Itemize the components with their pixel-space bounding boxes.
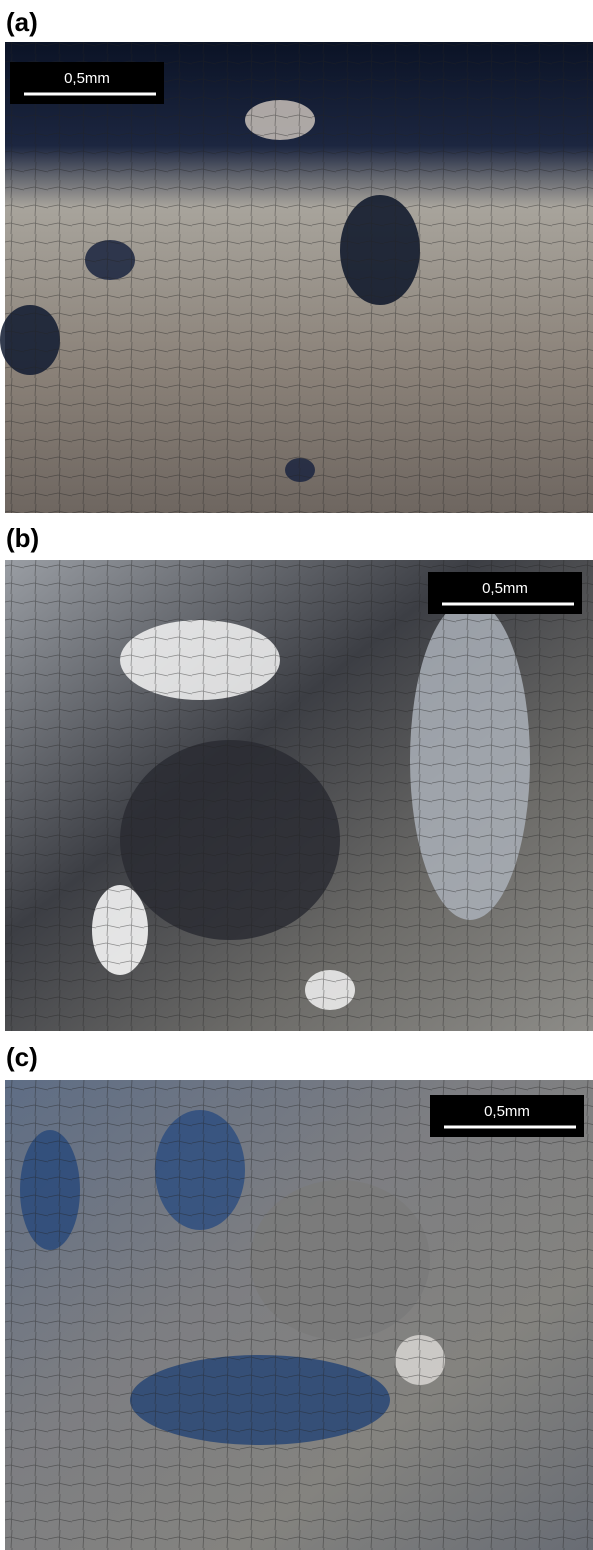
figure: (a) 0,5mm (b) 0,5mm (c) 0,5mm: [0, 0, 593, 1550]
crack-texture: [5, 560, 593, 1031]
panel-label: (c): [6, 1042, 38, 1072]
scale-bar-label: 0,5mm: [484, 1103, 530, 1120]
panel-label: (b): [6, 523, 39, 553]
scale-bar-label: 0,5mm: [64, 70, 110, 87]
panel-label: (a): [6, 7, 38, 37]
crack-texture: [5, 1080, 593, 1550]
crack-texture: [5, 42, 593, 513]
scale-bar-label: 0,5mm: [482, 580, 528, 597]
